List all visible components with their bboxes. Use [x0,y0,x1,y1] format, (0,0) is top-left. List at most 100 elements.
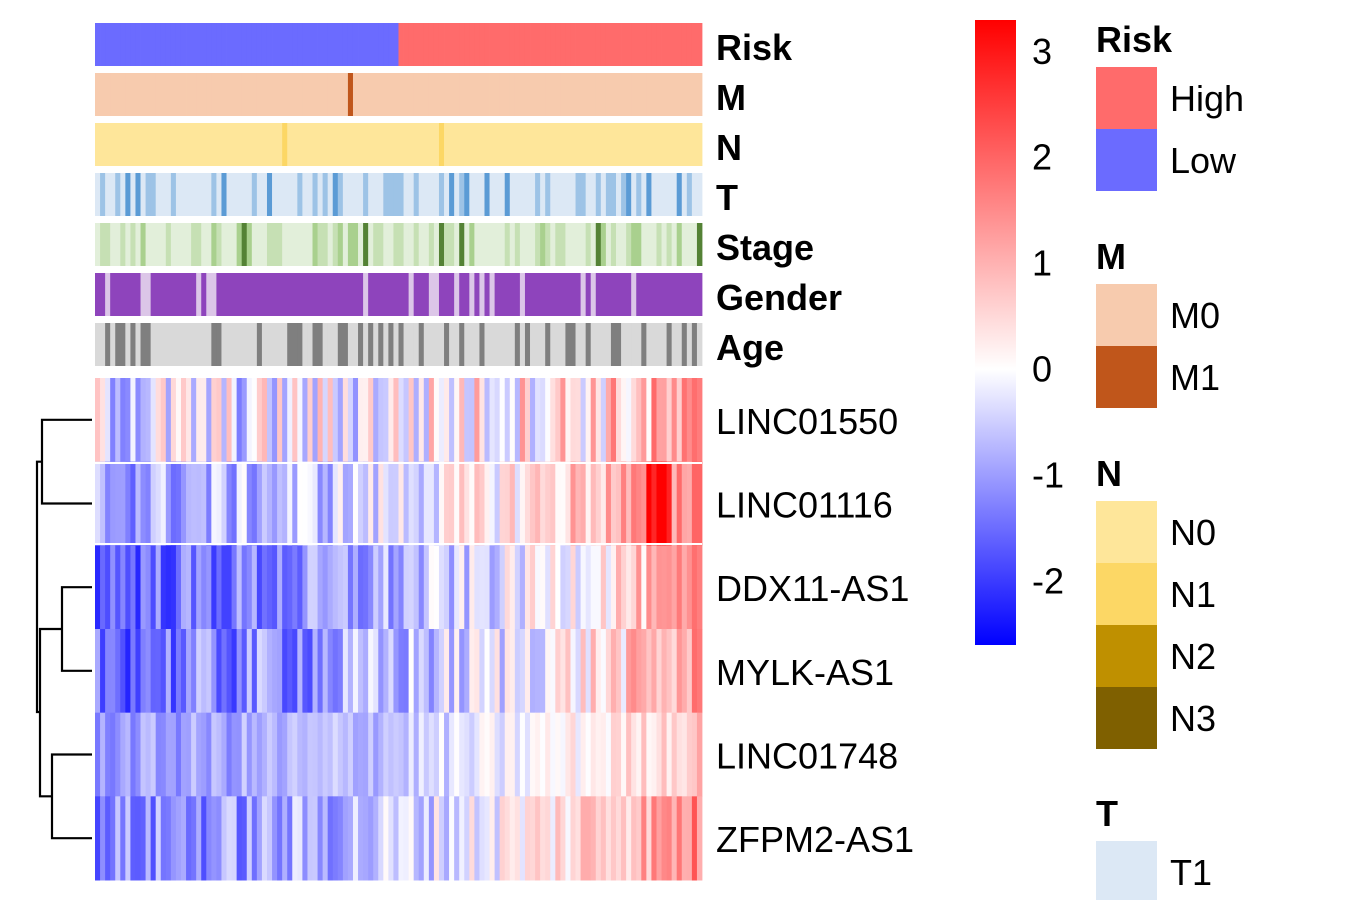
heatmap-cell [135,461,141,546]
annotation-cell-m [479,73,485,116]
heatmap-cell [540,796,546,881]
heatmap-cell [595,378,602,463]
heatmap-cell [479,461,485,546]
annotation-cell-risk [464,23,470,66]
heatmap-cell [175,461,182,546]
annotation-cell-t [550,173,556,216]
annotation-cell-stage [641,223,647,266]
annotation-cell-age [201,323,207,366]
heatmap-cell [211,796,217,881]
heatmap-cell [555,712,561,797]
heatmap-cell [696,796,703,881]
heatmap-cell [438,378,445,463]
annotation-cell-gender [135,273,141,316]
heatmap-cell [231,712,238,797]
heatmap-cell [373,629,379,714]
annotation-cell-n [464,123,470,166]
annotation-cell-t [317,173,324,216]
annotation-cell-m [261,73,268,116]
annotation-cell-m [105,73,111,116]
heatmap-cell [352,545,359,630]
annotation-cell-gender [484,273,490,316]
annotation-cell-gender [297,273,303,316]
annotation-cell-gender [413,273,420,316]
heatmap-cell [373,796,379,881]
legend-label-n2: N2 [1170,636,1216,677]
heatmap-cell [241,712,248,797]
heatmap-cell [524,712,531,797]
annotation-cell-m [595,73,602,116]
heatmap-cell [636,796,642,881]
row-label-zfpm2-as1: ZFPM2-AS1 [716,819,914,860]
annotation-cell-risk [292,23,298,66]
annotation-cell-age [266,323,273,366]
heatmap-cell [373,378,379,463]
heatmap-cell [595,796,602,881]
annotation-cell-m [135,73,141,116]
heatmap-cell [100,545,106,630]
annotation-cell-m [444,73,450,116]
heatmap-cell [696,629,703,714]
color-scale-tick-label: 3 [1032,31,1052,72]
annotation-cell-risk [150,23,157,66]
heatmap-cell [256,629,263,714]
row-label-ddx11-as1: DDX11-AS1 [716,568,909,609]
annotation-cell-age [130,323,136,366]
annotation-cell-stage [165,223,172,266]
annotation-cell-t [428,173,435,216]
annotation-cell-stage [327,223,334,266]
heatmap-cell [524,545,531,630]
heatmap-cell [484,712,490,797]
annotation-cell-age [145,323,152,366]
heatmap-cell [358,796,364,881]
annotation-cell-m [368,73,374,116]
heatmap-cell [251,378,258,463]
annotation-cell-risk [272,23,278,66]
annotation-cell-risk [610,23,617,66]
heatmap-cell [368,712,374,797]
heatmap-cell [585,712,592,797]
heatmap-cell [514,629,521,714]
annotation-cell-t [368,173,374,216]
legend-label-n1: N1 [1170,574,1216,615]
annotation-cell-n [337,123,344,166]
annotation-cell-stage [302,223,308,266]
annotation-label-n: N [716,127,742,168]
heatmap-cell [292,461,298,546]
heatmap-cell [378,545,384,630]
row-label-linc01550: LINC01550 [716,401,898,442]
annotation-cell-n [616,123,622,166]
annotation-label-risk: Risk [716,27,793,68]
annotation-cell-m [100,73,106,116]
heatmap-cell [100,461,106,546]
heatmap-cell [696,461,703,546]
annotation-cell-age [160,323,167,366]
heatmap-cell [535,796,541,881]
heatmap-cell [327,461,334,546]
annotation-cell-age [671,323,678,366]
annotation-cell-m [120,73,126,116]
annotation-cell-t [246,173,253,216]
annotation-cell-gender [575,273,581,316]
heatmap-cell [388,378,394,463]
annotation-cell-n [135,123,141,166]
heatmap-cell [661,796,667,881]
annotation-cell-age [504,323,511,366]
heatmap-cell [352,378,359,463]
annotation-cell-m [307,73,313,116]
annotation-cell-m [277,73,283,116]
annotation-cell-age [444,323,450,366]
heatmap-cell [115,796,121,881]
annotation-cell-t [155,173,162,216]
annotation-cell-stage [540,223,546,266]
annotation-cell-risk [600,23,607,66]
annotation-cell-age [408,323,415,366]
annotation-cell-age [560,323,566,366]
annotation-cell-age [580,323,587,366]
heatmap-cell [524,378,531,463]
annotation-cell-stage [661,223,667,266]
heatmap-cell [610,629,617,714]
heatmap-cell [165,712,172,797]
annotation-cell-stage [550,223,556,266]
legend-swatch-n3 [1096,687,1157,749]
